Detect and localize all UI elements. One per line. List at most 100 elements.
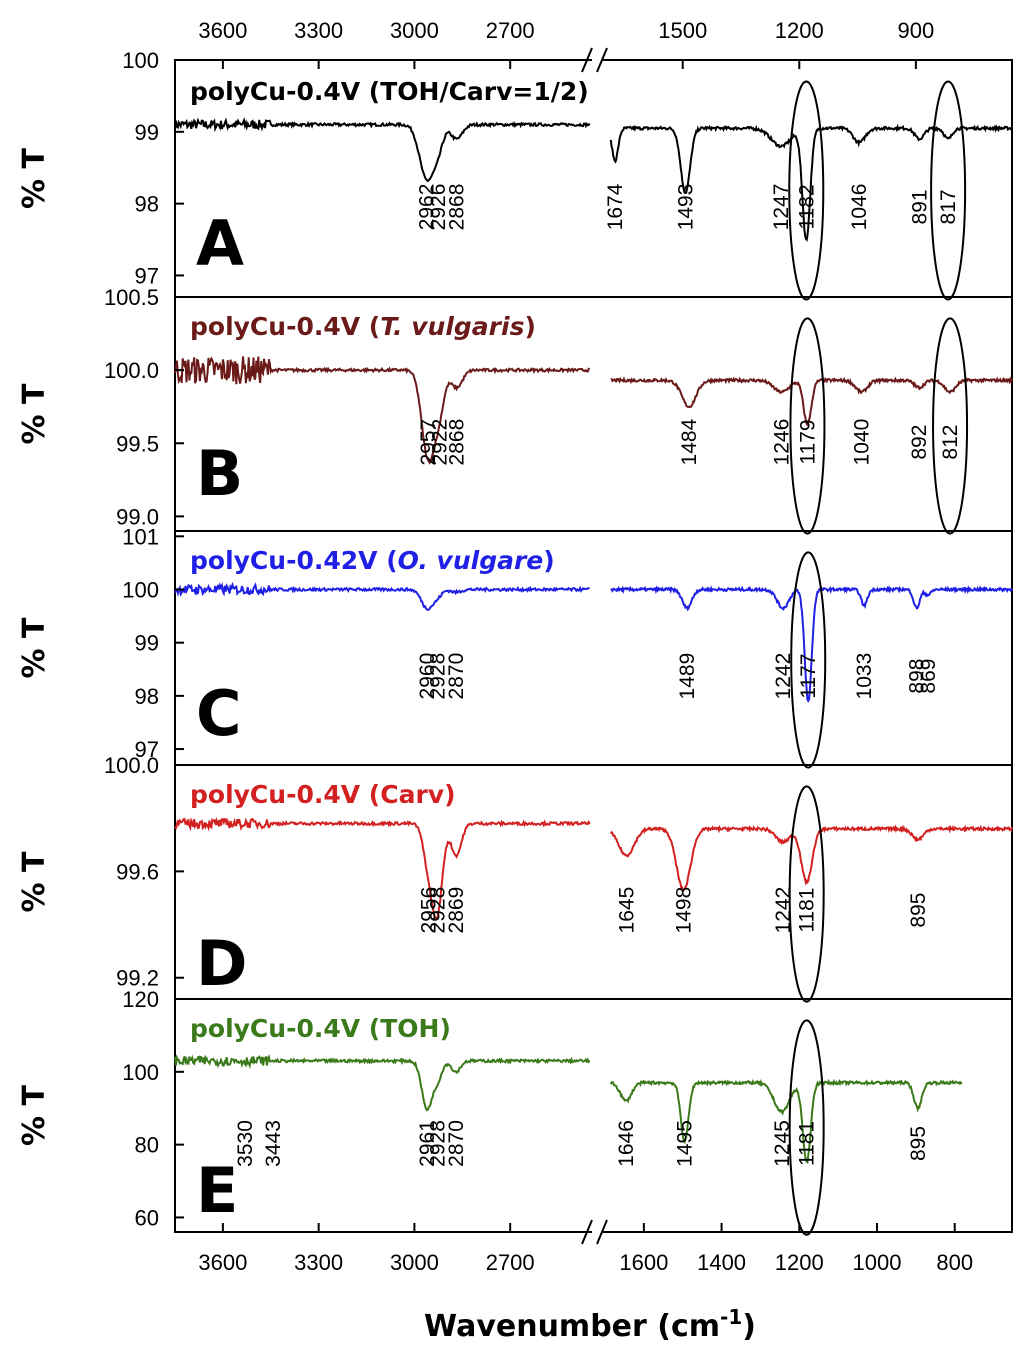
spectrum-line-right: [611, 827, 1013, 891]
spectrum-line-left: [175, 120, 590, 181]
panel-title-part: polyCu-0.42V (: [190, 546, 398, 575]
panel-letter: B: [196, 437, 243, 510]
bottom-axis-tick-label: 1200: [775, 1250, 824, 1275]
panel-letter: A: [196, 207, 244, 280]
peak-label: 1646: [615, 1120, 638, 1167]
y-axis-label: % T: [17, 147, 52, 209]
peak-label: 1033: [853, 653, 876, 700]
panel-title-part: ): [543, 546, 554, 575]
peak-label: 895: [907, 893, 930, 928]
peak-label: 1484: [678, 418, 701, 465]
panel-letter: E: [196, 1154, 238, 1227]
panel-title-part: O. vulgare: [398, 546, 544, 575]
peak-label: 2868: [446, 419, 469, 466]
bottom-axis-tick-label: 3600: [198, 1250, 247, 1275]
x-axis-label: Wavenumber (cm-1): [424, 1305, 756, 1344]
bottom-axis-tick-label: 1400: [697, 1250, 746, 1275]
top-axis-tick-label: 3300: [294, 18, 343, 43]
peak-label: 2869: [445, 887, 468, 934]
peak-label: 817: [937, 189, 960, 224]
y-tick-label: 100.0: [104, 753, 159, 778]
peak-label: 1495: [674, 1120, 697, 1167]
peak-label: 1242: [772, 887, 795, 934]
peak-label: 1177: [797, 653, 820, 698]
outer-frame: [175, 60, 1012, 1232]
panel-title-part: polyCu-0.4V (TOH): [190, 1014, 451, 1043]
x-axis-label-sup: -1: [720, 1305, 742, 1329]
spectrum-line-left: [175, 1056, 590, 1110]
y-tick-label: 99.6: [116, 859, 159, 884]
peak-label: 1493: [674, 184, 697, 231]
top-axis-tick-label: 900: [897, 18, 934, 43]
bottom-axis-tick-label: 2700: [486, 1250, 535, 1275]
panel-letter: C: [196, 677, 242, 750]
panel-title-part: ): [524, 312, 535, 341]
peak-label: 3530: [234, 1120, 257, 1167]
peak-label: 3443: [262, 1120, 285, 1167]
peak-label: 891: [908, 189, 931, 224]
y-tick-label: 98: [135, 192, 159, 217]
peak-label: 2868: [446, 184, 469, 231]
bottom-axis-tick-label: 3300: [294, 1250, 343, 1275]
panel-letter: D: [196, 927, 247, 1000]
y-axis-label: % T: [17, 383, 52, 445]
top-axis-tick-label: 3000: [390, 18, 439, 43]
y-axis-label: % T: [17, 617, 52, 679]
top-axis-tick-label: 1500: [658, 18, 707, 43]
bottom-axis-tick-label: 800: [936, 1250, 973, 1275]
top-axis-tick-label: 1200: [775, 18, 824, 43]
y-tick-label: 100: [122, 578, 159, 603]
y-tick-label: 100: [122, 48, 159, 73]
y-tick-label: 60: [135, 1205, 159, 1230]
peak-label: 2870: [445, 1120, 468, 1167]
y-tick-label: 101: [122, 524, 159, 549]
spectra-lines: [175, 120, 1013, 1162]
y-tick-label: 100.5: [104, 285, 159, 310]
top-axis-tick-label: 2700: [486, 18, 535, 43]
y-tick-label: 100: [122, 1060, 159, 1085]
peak-label: 1182: [795, 184, 818, 229]
y-tick-label: 80: [135, 1133, 159, 1158]
spectrum-line-left: [175, 585, 590, 610]
y-axis-label: % T: [17, 1084, 52, 1146]
peak-label: 1040: [850, 419, 873, 466]
panel-title-part: polyCu-0.4V (: [190, 312, 380, 341]
y-axis-label: % T: [17, 851, 52, 913]
peak-label: 892: [908, 425, 931, 460]
peak-label: 895: [907, 1126, 930, 1161]
y-tick-label: 99: [135, 631, 159, 656]
peak-label: 1179: [796, 419, 819, 464]
peak-label: 1181: [796, 887, 819, 932]
panel-title-part: T. vulgaris: [380, 312, 524, 341]
x-axis-label-close: ): [742, 1309, 756, 1344]
panel-title-part: polyCu-0.4V (TOH/Carv=1/2): [190, 77, 589, 106]
bottom-axis-tick-label: 3000: [390, 1250, 439, 1275]
y-tick-label: 99: [135, 120, 159, 145]
peak-label: 1645: [615, 887, 638, 934]
bottom-axis-tick-label: 1000: [853, 1250, 902, 1275]
peak-label: 1181: [796, 1121, 819, 1166]
peak-label: 1498: [672, 887, 695, 934]
panel-title: polyCu-0.4V (T. vulgaris): [190, 312, 536, 341]
top-axis-tick-label: 3600: [198, 18, 247, 43]
panel-title: polyCu-0.4V (Carv): [190, 780, 456, 809]
bottom-axis-tick-label: 1600: [619, 1250, 668, 1275]
panel-title: polyCu-0.42V (O. vulgare): [190, 546, 555, 575]
peak-label: 2870: [445, 653, 468, 700]
panel-title: polyCu-0.4V (TOH/Carv=1/2): [190, 77, 589, 106]
peak-label: 1046: [848, 184, 871, 231]
y-tick-label: 100.0: [104, 358, 159, 383]
spectrum-line-right: [611, 379, 1013, 425]
panel-frames: [175, 60, 1013, 1232]
peak-label: 1674: [604, 183, 627, 230]
x-axis-label-main: Wavenumber (cm: [424, 1309, 720, 1344]
y-tick-label: 98: [135, 684, 159, 709]
panel-title-part: polyCu-0.4V (Carv): [190, 780, 456, 809]
y-tick-label: 120: [122, 987, 159, 1012]
peak-label: 869: [917, 659, 940, 694]
panel-title: polyCu-0.4V (TOH): [190, 1014, 451, 1043]
spectrum-line-left: [175, 819, 590, 918]
peak-label: 812: [939, 425, 962, 460]
y-tick-label: 99.5: [116, 431, 159, 456]
